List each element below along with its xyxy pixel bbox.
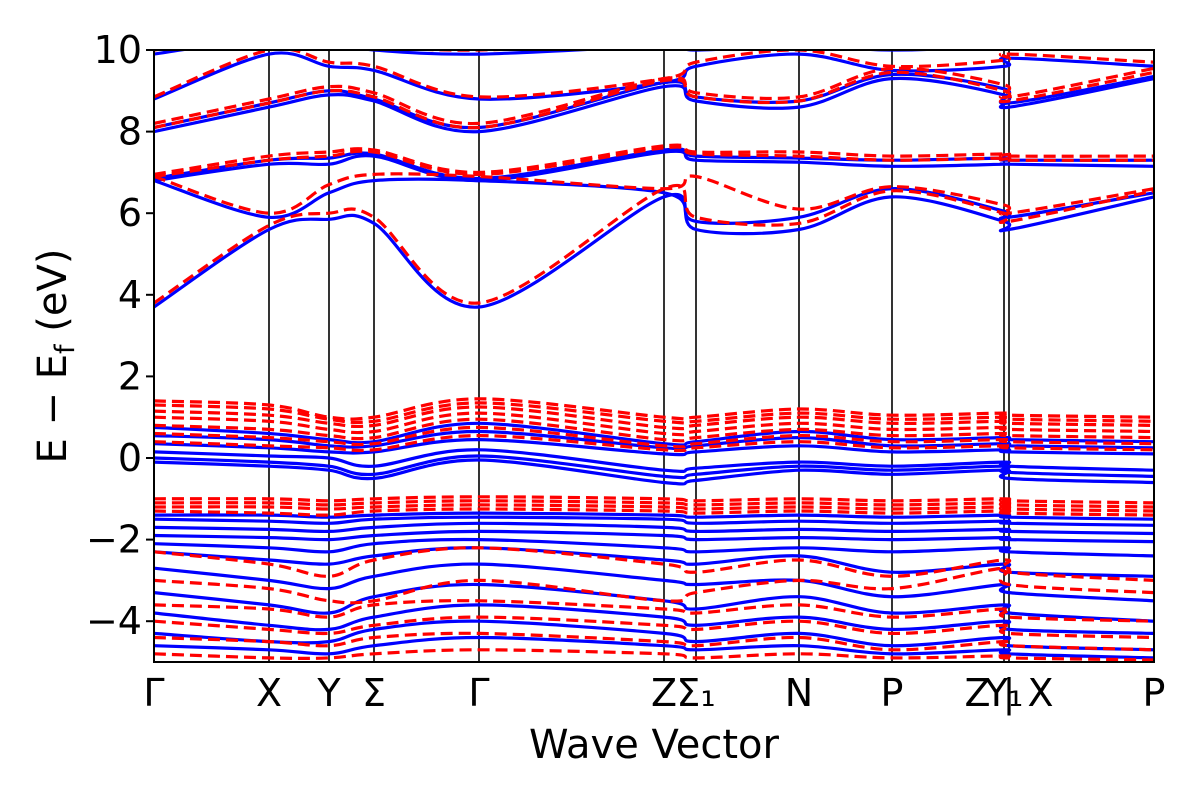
dashed-band-line bbox=[154, 495, 1154, 505]
bands bbox=[154, 50, 1154, 662]
dashed-band-line bbox=[154, 631, 1154, 652]
solid-band-line bbox=[154, 437, 1154, 457]
y-tick-label: −4 bbox=[86, 599, 142, 643]
y-tick-label: 2 bbox=[118, 354, 142, 398]
solid-band-line bbox=[154, 448, 1154, 473]
x-tick-label: P bbox=[1143, 671, 1166, 715]
x-tick-label: N bbox=[785, 671, 813, 715]
y-axis-label: E − Ef (eV) bbox=[30, 249, 81, 464]
dashed-band-line bbox=[154, 503, 1154, 513]
solid-bands bbox=[154, 50, 1154, 660]
solid-band-line bbox=[154, 421, 1154, 447]
solid-band-line bbox=[154, 546, 1154, 578]
solid-band-line bbox=[154, 619, 1154, 652]
dashed-band-line bbox=[154, 143, 1154, 176]
y-axis-label-unit: (eV) bbox=[30, 249, 76, 345]
x-tick-label: Σ₁ bbox=[676, 671, 715, 715]
y-axis-label-sub: f bbox=[50, 343, 81, 354]
plot-frame bbox=[153, 49, 1155, 663]
solid-band-line bbox=[154, 603, 1154, 635]
x-tick-label: Σ bbox=[362, 671, 386, 715]
dashed-band-line bbox=[154, 66, 1154, 126]
solid-band-line bbox=[154, 635, 1154, 660]
x-tick-label: Z | X bbox=[964, 671, 1053, 716]
y-ticks: −4 −2 0 2 4 6 8 10 bbox=[86, 28, 154, 643]
x-tick-label: P bbox=[881, 671, 904, 715]
dashed-band-line bbox=[154, 648, 1154, 662]
x-ticks: Γ X Y Σ Γ Z Σ₁ N P Y₁Z | X P bbox=[143, 671, 1165, 716]
solid-band-line bbox=[154, 537, 1154, 558]
y-tick-label: 0 bbox=[118, 436, 142, 480]
dashed-band-line bbox=[154, 183, 1154, 305]
solid-band-line bbox=[154, 521, 1154, 536]
dashed-band-line bbox=[154, 499, 1154, 509]
y-tick-label: 10 bbox=[94, 28, 142, 72]
solid-band-line bbox=[154, 51, 1154, 101]
dashed-bands bbox=[154, 50, 1154, 662]
dashed-band-line bbox=[154, 50, 1154, 99]
x-axis-label: Wave Vector bbox=[529, 722, 780, 768]
solid-band-line bbox=[154, 582, 1154, 623]
y-tick-label: 6 bbox=[118, 191, 142, 235]
dashed-band-line bbox=[154, 70, 1154, 130]
solid-band-line bbox=[154, 515, 1154, 527]
dashed-band-line bbox=[154, 507, 1154, 517]
solid-band-line bbox=[154, 529, 1154, 544]
y-tick-label: 8 bbox=[118, 110, 142, 154]
x-tick-label: Γ bbox=[143, 671, 164, 715]
x-tick-label: Γ bbox=[468, 671, 489, 715]
solid-band-line bbox=[154, 149, 1154, 183]
x-tick-label: Z bbox=[651, 671, 677, 715]
solid-band-line bbox=[154, 511, 1154, 521]
y-tick-label: −2 bbox=[86, 518, 142, 562]
y-tick-label: 4 bbox=[118, 273, 142, 317]
dashed-band-line bbox=[154, 546, 1154, 582]
dashed-band-line bbox=[154, 50, 526, 52]
x-tick-label: Y₁ bbox=[984, 671, 1023, 715]
x-tick-label: X bbox=[256, 671, 282, 715]
dashed-band-line bbox=[154, 172, 1154, 216]
y-axis-label-main: E − E bbox=[30, 354, 76, 464]
x-tick-label: Y bbox=[316, 671, 341, 715]
dashed-band-line bbox=[154, 566, 1154, 605]
